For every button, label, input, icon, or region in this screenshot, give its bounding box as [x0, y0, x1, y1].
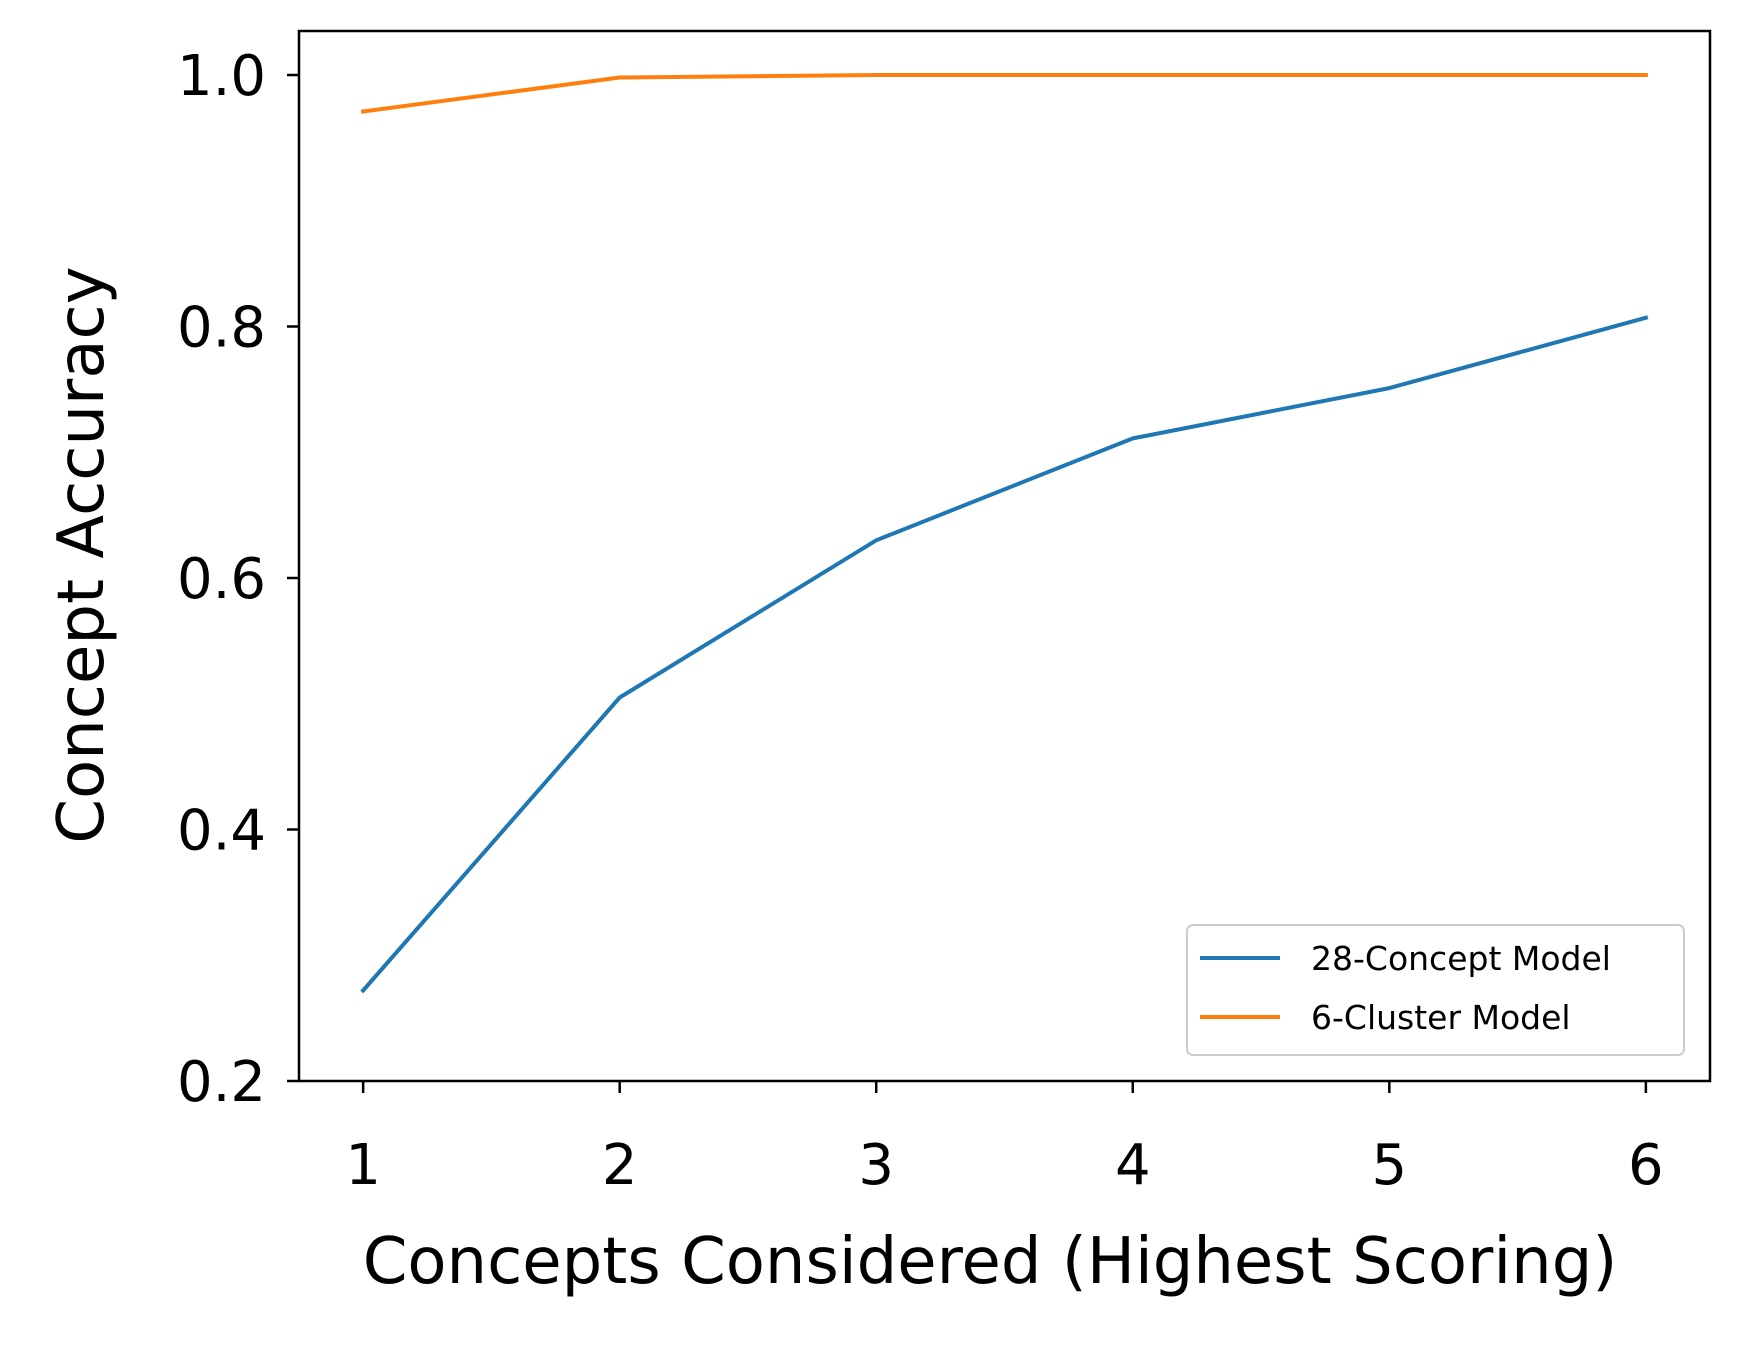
- x-tick-label: 1: [345, 1133, 381, 1198]
- x-tick-label: 2: [602, 1133, 638, 1198]
- plot-frame: [297, 29, 1712, 1083]
- y-axis-ticks: 0.2 0.4 0.6 0.8 1.0: [177, 44, 299, 1115]
- x-tick-label: 3: [858, 1133, 894, 1198]
- x-axis-label: Concepts Considered (Highest Scoring): [363, 1225, 1618, 1299]
- y-axis-label: Concept Accuracy: [45, 266, 119, 843]
- series-layer: [360, 73, 1649, 994]
- x-axis-ticks: 1 2 3 4 5 6: [345, 1081, 1664, 1198]
- legend-label-28-concept-model: 28-Concept Model: [1311, 939, 1611, 978]
- legend: 28-Concept Model 6-Cluster Model: [1186, 924, 1685, 1056]
- x-tick-label: 4: [1115, 1133, 1151, 1198]
- plot-area-border: [297, 29, 1712, 1083]
- y-tick-label: 0.6: [177, 547, 266, 612]
- x-tick-label: 5: [1371, 1133, 1407, 1198]
- series-line-28-concept-model: [360, 315, 1649, 994]
- y-tick-label: 0.2: [177, 1050, 266, 1115]
- y-tick-label: 1.0: [177, 44, 266, 109]
- y-tick-label: 0.8: [177, 296, 266, 361]
- legend-label-6-cluster-model: 6-Cluster Model: [1311, 998, 1571, 1037]
- series-line-6-cluster-model: [360, 73, 1648, 114]
- y-tick-label: 0.4: [177, 799, 266, 864]
- x-tick-label: 6: [1628, 1133, 1664, 1198]
- legend-box: [1186, 924, 1685, 1056]
